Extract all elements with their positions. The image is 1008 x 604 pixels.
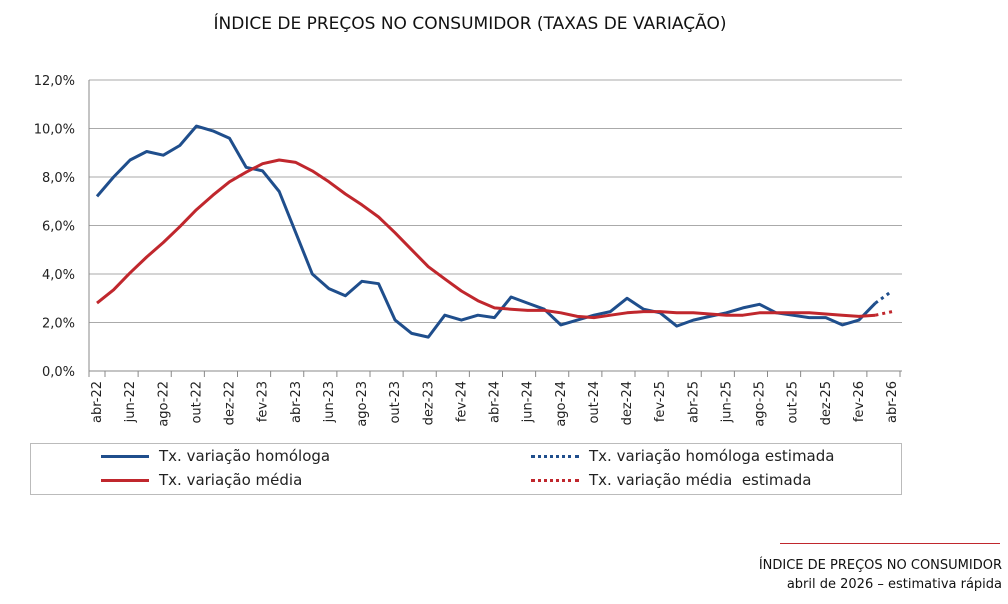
x-tick-label: jun-22 — [123, 381, 138, 423]
line-chart: 0,0% 2,0% 4,0% 6,0% 8,0% 10,0% 12,0% abr-22 jun-… — [34, 74, 902, 427]
x-tick-label: jun-24 — [521, 381, 536, 423]
x-tick-label: fev-24 — [454, 381, 469, 422]
legend-swatch — [531, 454, 579, 458]
y-tick-label: 2,0% — [42, 317, 75, 332]
legend: Tx. variação homóloga Tx. variação homól… — [30, 443, 902, 495]
legend-label: Tx. variação média — [159, 471, 303, 489]
legend-swatch — [531, 478, 579, 482]
x-tick-label: dez-25 — [819, 381, 834, 425]
x-tick-label: dez-24 — [620, 381, 635, 425]
series-line-2 — [96, 158, 876, 320]
series-line-0 — [95, 124, 877, 339]
x-tick-label: jun-25 — [719, 381, 734, 423]
legend-label: Tx. variação homóloga estimada — [589, 447, 835, 465]
x-tick-label: out-22 — [189, 381, 204, 424]
x-tick-label: abr-24 — [488, 381, 503, 423]
x-tick-label: fev-26 — [852, 381, 867, 422]
x-tick-label: ago-22 — [156, 381, 171, 427]
series-line-1 — [874, 289, 893, 305]
legend-label: Tx. variação homóloga — [159, 447, 331, 465]
x-tick-label: fev-23 — [256, 381, 271, 422]
footer-subtitle: abril de 2026 – estimativa rápida — [786, 577, 1002, 592]
x-tick-label: abr-26 — [885, 381, 900, 423]
legend-label: Tx. variação média estimada — [589, 471, 812, 489]
series-line-3 — [875, 310, 893, 317]
y-tick-label: 12,0% — [34, 74, 75, 89]
x-tick-label: out-23 — [388, 381, 403, 424]
legend-swatch — [101, 454, 149, 458]
x-tick-label: abr-25 — [686, 381, 701, 423]
x-tick-label: fev-25 — [653, 381, 668, 422]
footer-divider — [780, 543, 1000, 544]
legend-swatch — [101, 478, 149, 482]
x-tick-label: out-24 — [587, 381, 602, 424]
x-tick-label: ago-24 — [554, 381, 569, 427]
y-tick-label: 10,0% — [34, 123, 75, 138]
x-tick-label: abr-23 — [289, 381, 304, 423]
footer-title: ÍNDICE DE PREÇOS NO CONSUMIDOR — [758, 558, 1002, 573]
y-tick-label: 0,0% — [42, 365, 75, 380]
y-tick-label: 4,0% — [42, 268, 75, 283]
legend-item-homologa: Tx. variação homóloga — [101, 447, 330, 465]
x-tick-label: dez-22 — [223, 381, 238, 425]
legend-item-homologa-estimada: Tx. variação homóloga estimada — [531, 447, 834, 465]
x-tick-label: ago-25 — [753, 381, 768, 427]
x-tick-label: dez-23 — [421, 381, 436, 425]
y-tick-label: 8,0% — [42, 171, 75, 186]
legend-item-media-estimada: Tx. variação média estimada — [531, 471, 811, 489]
x-tick-label: abr-22 — [90, 381, 105, 423]
x-tick-label: jun-23 — [322, 381, 337, 423]
legend-item-media: Tx. variação média — [101, 471, 302, 489]
chart-title: ÍNDICE DE PREÇOS NO CONSUMIDOR (TAXAS DE… — [213, 14, 727, 34]
x-tick-label: ago-23 — [355, 381, 370, 427]
x-tick-label: out-25 — [786, 381, 801, 424]
y-tick-label: 6,0% — [42, 220, 75, 235]
